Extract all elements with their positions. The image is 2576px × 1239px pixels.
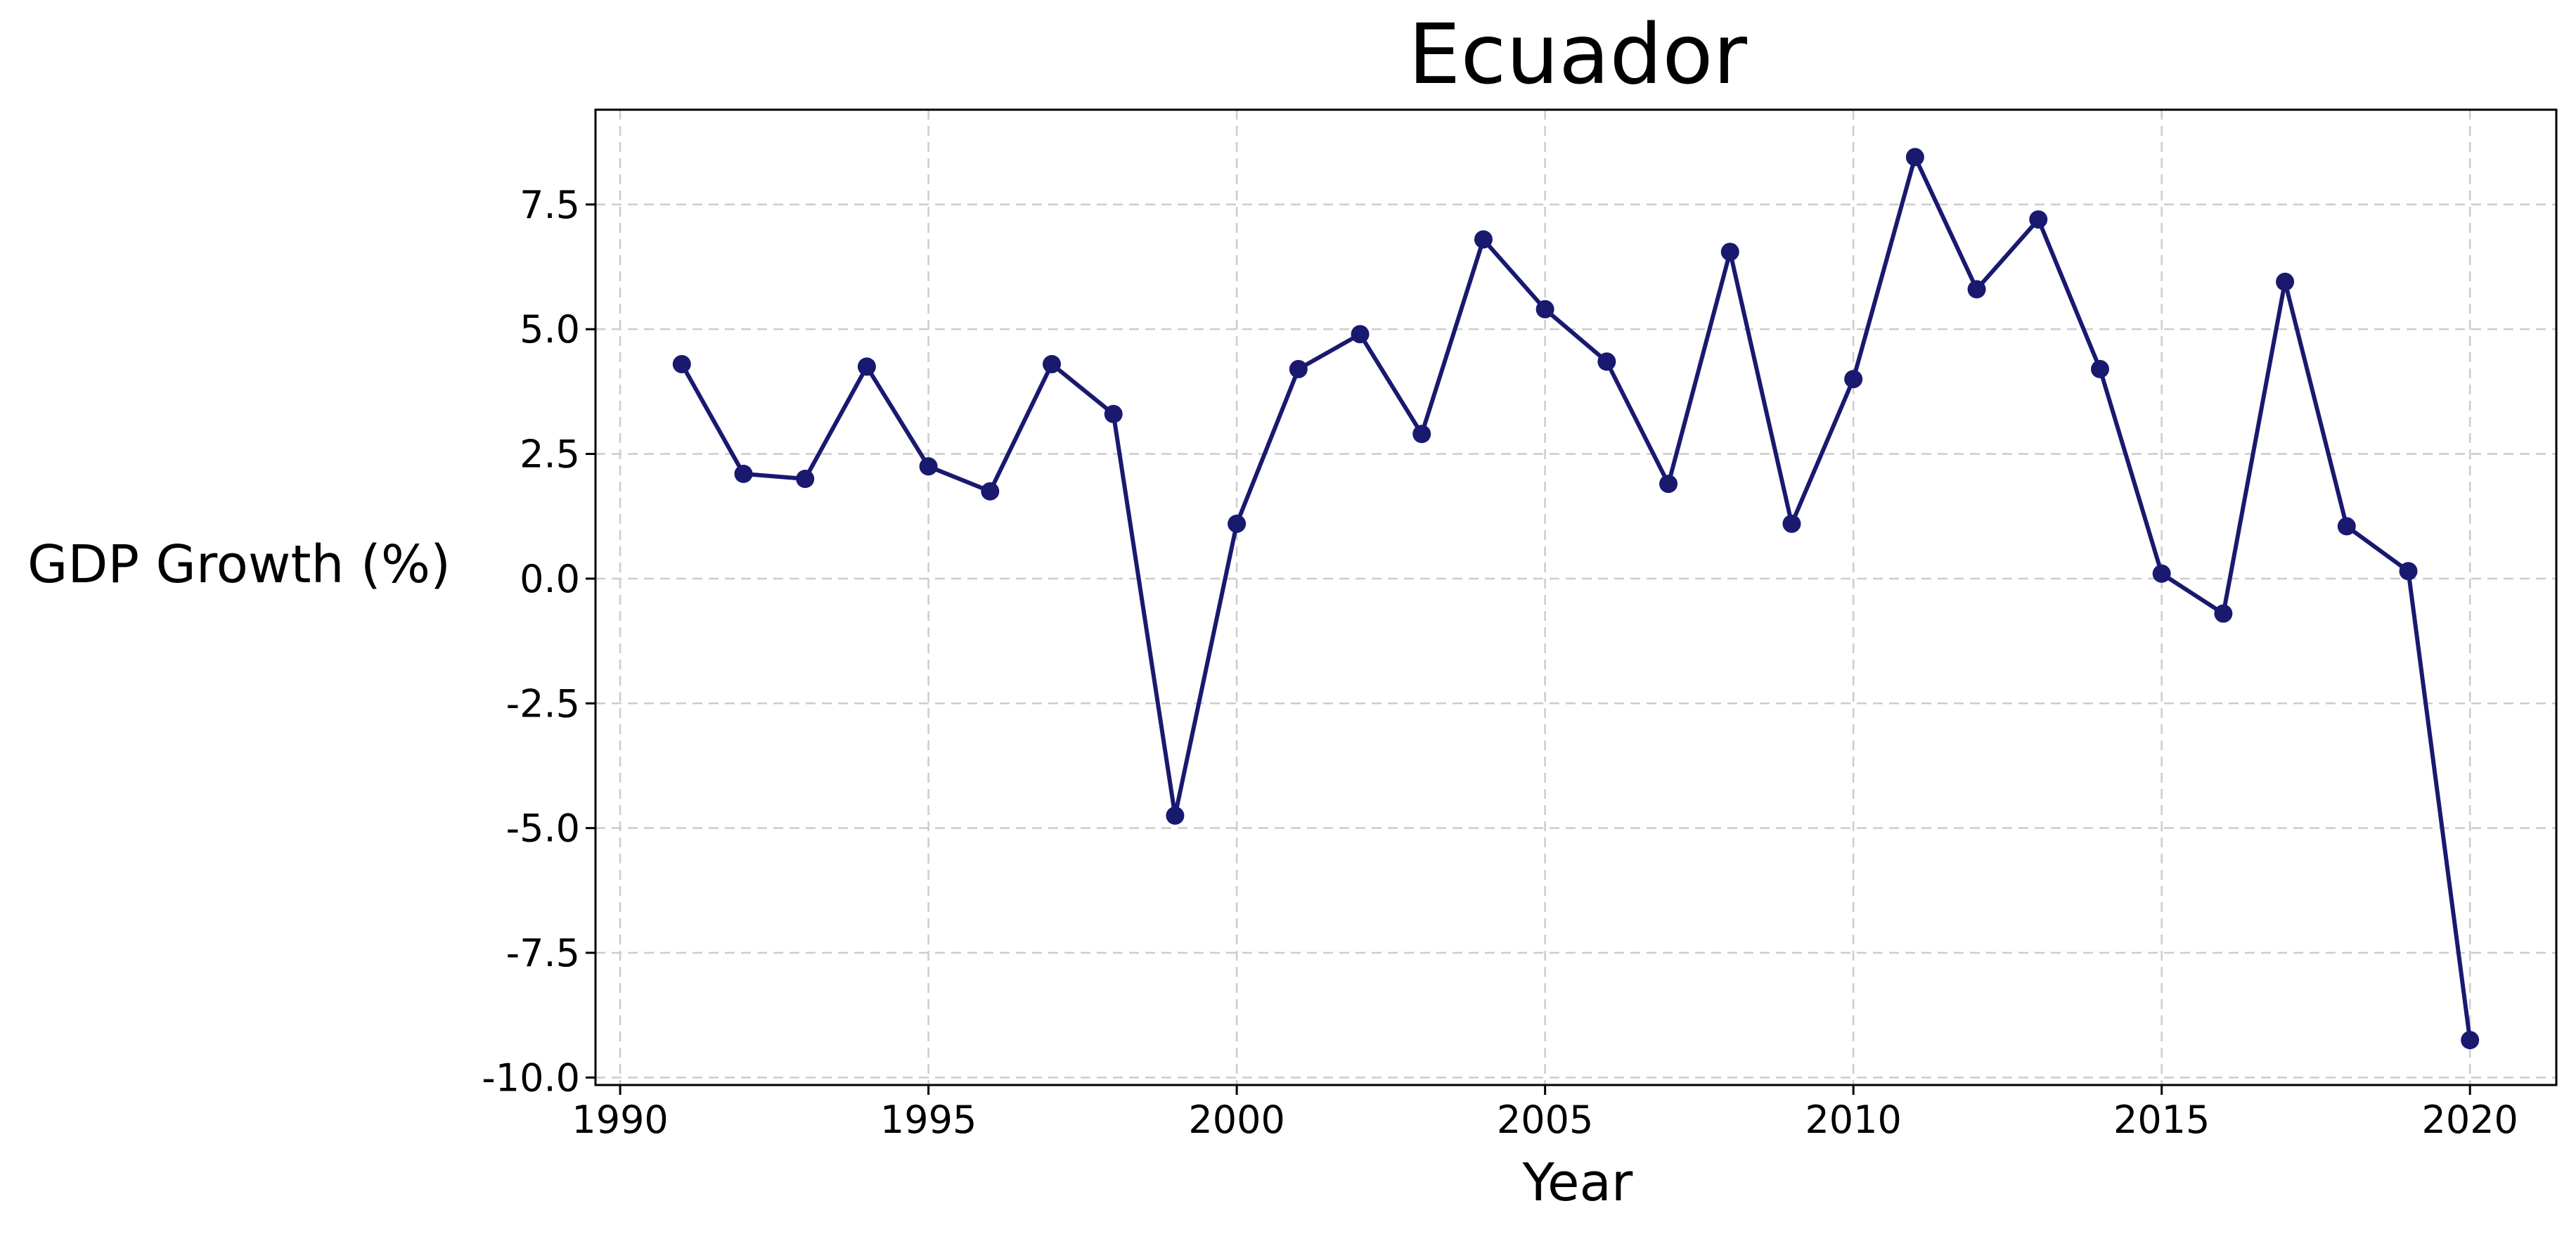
data-point — [2029, 210, 2048, 229]
data-point — [1905, 148, 1924, 167]
x-tick-label: 1990 — [572, 1098, 668, 1142]
data-point — [981, 482, 1000, 501]
data-point — [2276, 272, 2295, 291]
axis-ticks: 1990 1995 2000 2005 2010 2015 2020 -10.0 -7.5 -5.… — [482, 183, 2518, 1142]
data-point — [1474, 230, 1493, 249]
grid-lines — [595, 110, 2556, 1085]
data-point — [1597, 352, 1616, 371]
y-tick-label: 2.5 — [520, 432, 580, 477]
x-tick-label: 1995 — [880, 1098, 977, 1142]
plot-series — [672, 148, 2480, 1050]
data-point — [1720, 243, 1739, 262]
data-point — [1535, 300, 1554, 319]
data-point — [2337, 517, 2356, 536]
data-point — [1967, 280, 1986, 299]
data-point — [2152, 564, 2171, 583]
gdp-growth-series-line — [679, 155, 2473, 1043]
data-point — [2090, 359, 2109, 378]
y-tick-label: 5.0 — [520, 307, 580, 352]
data-point — [2399, 562, 2418, 581]
data-point — [2461, 1031, 2480, 1050]
data-point — [2214, 604, 2233, 623]
data-point — [1412, 425, 1431, 444]
data-point — [1844, 370, 1863, 389]
data-point — [1351, 325, 1370, 344]
x-tick-label: 2005 — [1497, 1098, 1593, 1142]
chart-title: Ecuador — [1408, 6, 1748, 103]
data-point — [1289, 359, 1308, 378]
data-point — [857, 357, 876, 376]
data-point — [734, 464, 753, 483]
y-tick-label: 7.5 — [520, 183, 580, 227]
y-tick-label: -5.0 — [506, 807, 580, 851]
data-point — [919, 457, 938, 476]
y-tick-label: -7.5 — [506, 931, 580, 975]
y-axis-label: GDP Growth (%) — [27, 534, 451, 595]
x-tick-label: 2000 — [1188, 1098, 1284, 1142]
x-axis-label: Year — [1522, 1153, 1633, 1213]
data-point — [1166, 806, 1185, 825]
data-point — [1659, 475, 1678, 494]
y-tick-label: 0.0 — [520, 557, 580, 601]
x-tick-label: 2010 — [1805, 1098, 1901, 1142]
y-tick-label: -2.5 — [506, 681, 580, 726]
y-tick-label: -10.0 — [482, 1055, 580, 1100]
data-point — [1104, 404, 1123, 423]
data-point — [1043, 354, 1062, 373]
x-tick-label: 2020 — [2421, 1098, 2518, 1142]
data-point — [796, 470, 815, 489]
data-point — [672, 354, 691, 373]
plot-frame — [594, 108, 2558, 1086]
data-point — [1782, 514, 1801, 533]
x-tick-label: 2015 — [2113, 1098, 2210, 1142]
data-point — [1228, 514, 1247, 533]
